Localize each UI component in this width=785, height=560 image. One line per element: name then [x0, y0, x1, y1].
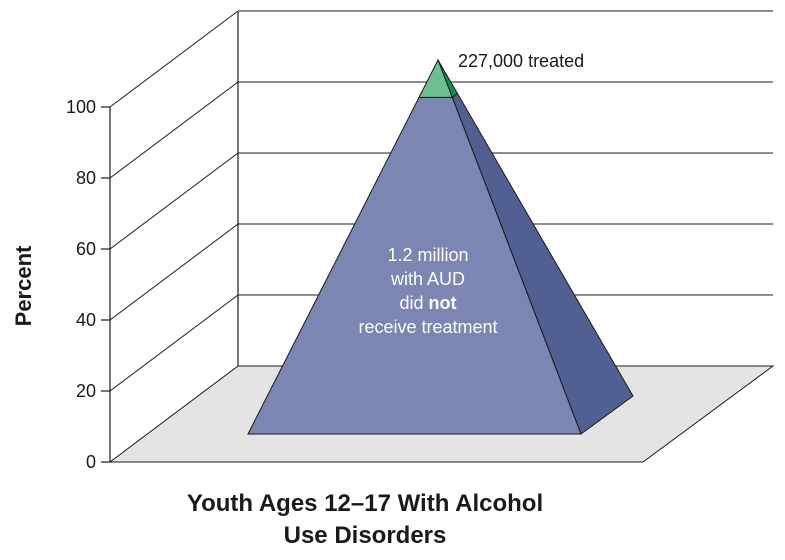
gridline-diagonal: [109, 152, 239, 250]
untreated-annotation-line: 1.2 million: [387, 245, 468, 265]
untreated-annotation-line: receive treatment: [358, 317, 497, 337]
y-tick-label: 20: [76, 381, 96, 401]
y-tick-labels: 0 20 40 60 80 100: [66, 97, 110, 472]
treated-annotation: 227,000 treated: [458, 51, 584, 71]
y-tick-label: 0: [86, 452, 96, 472]
x-axis-label-line-1: Youth Ages 12–17 With Alcohol: [186, 490, 544, 517]
y-tick-label: 100: [66, 97, 96, 117]
gridline-diagonal: [109, 294, 239, 392]
gridline-diagonal: [109, 223, 239, 321]
untreated-annotation-line: with AUD: [390, 269, 465, 289]
gridlines: [109, 10, 773, 392]
gridline-diagonal: [109, 10, 239, 108]
y-axis-label: Percent: [11, 245, 36, 326]
pyramid: [247, 58, 634, 435]
gridline-diagonal: [109, 81, 239, 179]
y-tick-label: 40: [76, 310, 96, 330]
x-axis-label-line-2: Use Disorders: [283, 522, 447, 549]
x-axis-label: Youth Ages 12–17 With Alcohol Use Disord…: [100, 488, 630, 552]
y-tick-label: 60: [76, 239, 96, 259]
y-tick-label: 80: [76, 168, 96, 188]
pyramid-front-segment-1: [418, 58, 454, 98]
annotations: 227,000 treated 1.2 million with AUD did no…: [358, 51, 584, 337]
untreated-annotation-line: did not: [399, 293, 456, 313]
